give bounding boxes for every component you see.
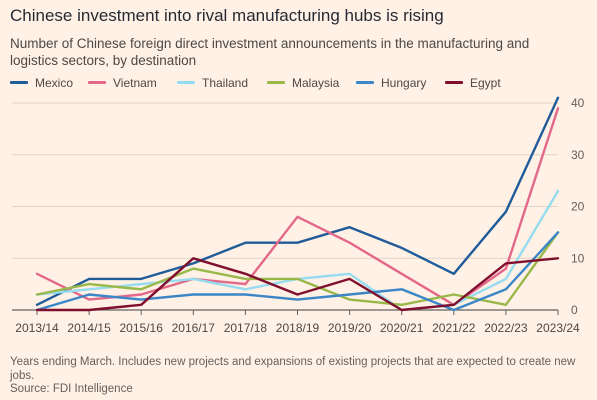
x-tick-label: 2015/16 (120, 321, 164, 335)
legend-label: Thailand (202, 76, 249, 90)
x-tick-label: 2016/17 (172, 321, 216, 335)
chart-footnote: Years ending March. Includes new project… (10, 356, 576, 382)
y-tick-label: 40 (571, 96, 585, 110)
legend-swatch (88, 81, 106, 85)
legend-item-hungary: Hungary (356, 76, 426, 90)
legend-item-mexico: Mexico (10, 76, 73, 90)
legend-label: Egypt (470, 76, 501, 90)
x-tick-label: 2013/14 (15, 321, 59, 335)
series-line-vietnam (35, 107, 560, 306)
legend-label: Hungary (381, 76, 427, 90)
x-tick-label: 2021/22 (432, 321, 476, 335)
legend-label: Mexico (35, 76, 74, 90)
chart-source: Source: FDI Intelligence (10, 383, 133, 395)
y-tick-label: 30 (571, 148, 585, 162)
legend-swatch (177, 81, 195, 85)
x-tick-label: 2014/15 (67, 321, 111, 335)
x-tick-label: 2019/20 (328, 321, 372, 335)
legend-item-thailand: Thailand (177, 76, 248, 90)
legend-item-malaysia: Malaysia (267, 76, 339, 90)
legend-label: Vietnam (113, 76, 157, 90)
legend-item-egypt: Egypt (445, 76, 501, 90)
chart-subtitle: Number of Chinese foreign direct investm… (10, 36, 530, 68)
series-line-thailand (35, 189, 560, 312)
legend-swatch (267, 81, 285, 85)
series-line-egypt (35, 257, 560, 312)
legend-swatch (445, 81, 463, 85)
legend-swatch (10, 81, 28, 85)
x-tick-label: 2020/21 (380, 321, 424, 335)
series-line-malaysia (35, 231, 560, 306)
x-tick-label: 2018/19 (276, 321, 320, 335)
x-tick-label: 2022/23 (484, 321, 528, 335)
y-tick-label: 20 (571, 200, 585, 214)
x-tick-label: 2017/18 (224, 321, 268, 335)
legend-swatch (356, 81, 374, 85)
x-tick-label: 2023/24 (536, 321, 580, 335)
legend-item-vietnam: Vietnam (88, 76, 157, 90)
series-line-mexico (35, 96, 560, 306)
series-line-hungary (35, 231, 560, 312)
y-tick-label: 0 (571, 303, 578, 317)
chart-title: Chinese investment into rival manufactur… (10, 6, 444, 25)
legend-label: Malaysia (292, 76, 340, 90)
y-tick-label: 10 (571, 251, 585, 265)
